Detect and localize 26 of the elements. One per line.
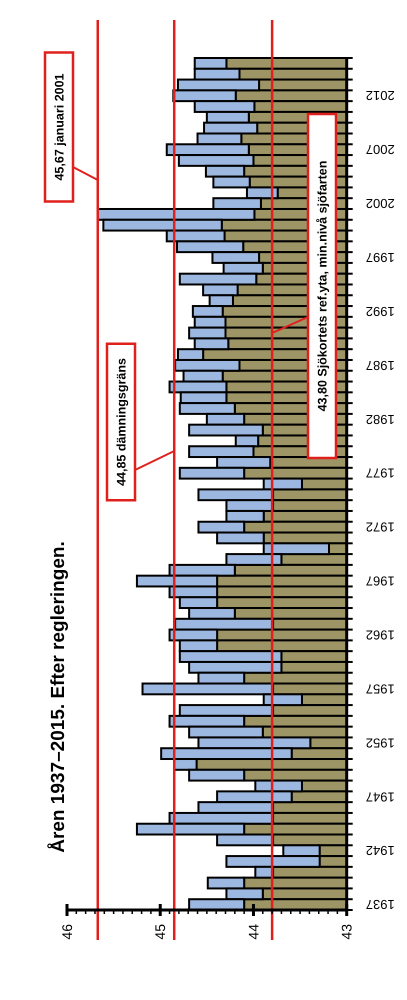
- text: Åren 1937–2015. Efter regleringen.: [47, 541, 69, 853]
- callout-box: 43,80 Sjökortets ref.yta, min.nivå sjöfarten: [272, 112, 338, 460]
- y-tick-label: 1967: [366, 574, 395, 589]
- x-tick-label: 45: [152, 924, 168, 940]
- y-tick-label: 1987: [366, 358, 395, 373]
- x-tick-label: 46: [59, 924, 75, 940]
- y-tick-label: 1977: [366, 466, 395, 481]
- y-tick-label: 1972: [366, 520, 395, 535]
- y-tick-label: 2012: [366, 88, 395, 104]
- y-tick-label: 1962: [366, 627, 395, 642]
- y-tick-label: 2002: [366, 196, 395, 212]
- y-tick-label: 1942: [366, 843, 395, 858]
- y-tick-label: 1982: [366, 412, 395, 427]
- ref-line-label: 45,67 januari 2001: [52, 73, 66, 181]
- callout-box: 44,85 dämningsgräns: [106, 342, 175, 502]
- y-tick-label: 1937: [366, 897, 395, 912]
- ref-line-label: 44,85 dämningsgräns: [114, 358, 128, 486]
- y-tick-label: 2007: [366, 142, 395, 158]
- y-tick-label: 1957: [366, 681, 395, 696]
- y-tick-label: 1952: [366, 735, 395, 750]
- y-tick-label: 1992: [366, 304, 395, 319]
- x-tick-label: 44: [245, 924, 262, 940]
- y-tick-label: 1947: [366, 789, 395, 804]
- x-tick-label: 43: [338, 924, 355, 940]
- y-tick-label: 1997: [366, 250, 395, 266]
- ref-line-label: 43,80 Sjökortets ref.yta, min.nivå sjöfarten: [316, 160, 330, 412]
